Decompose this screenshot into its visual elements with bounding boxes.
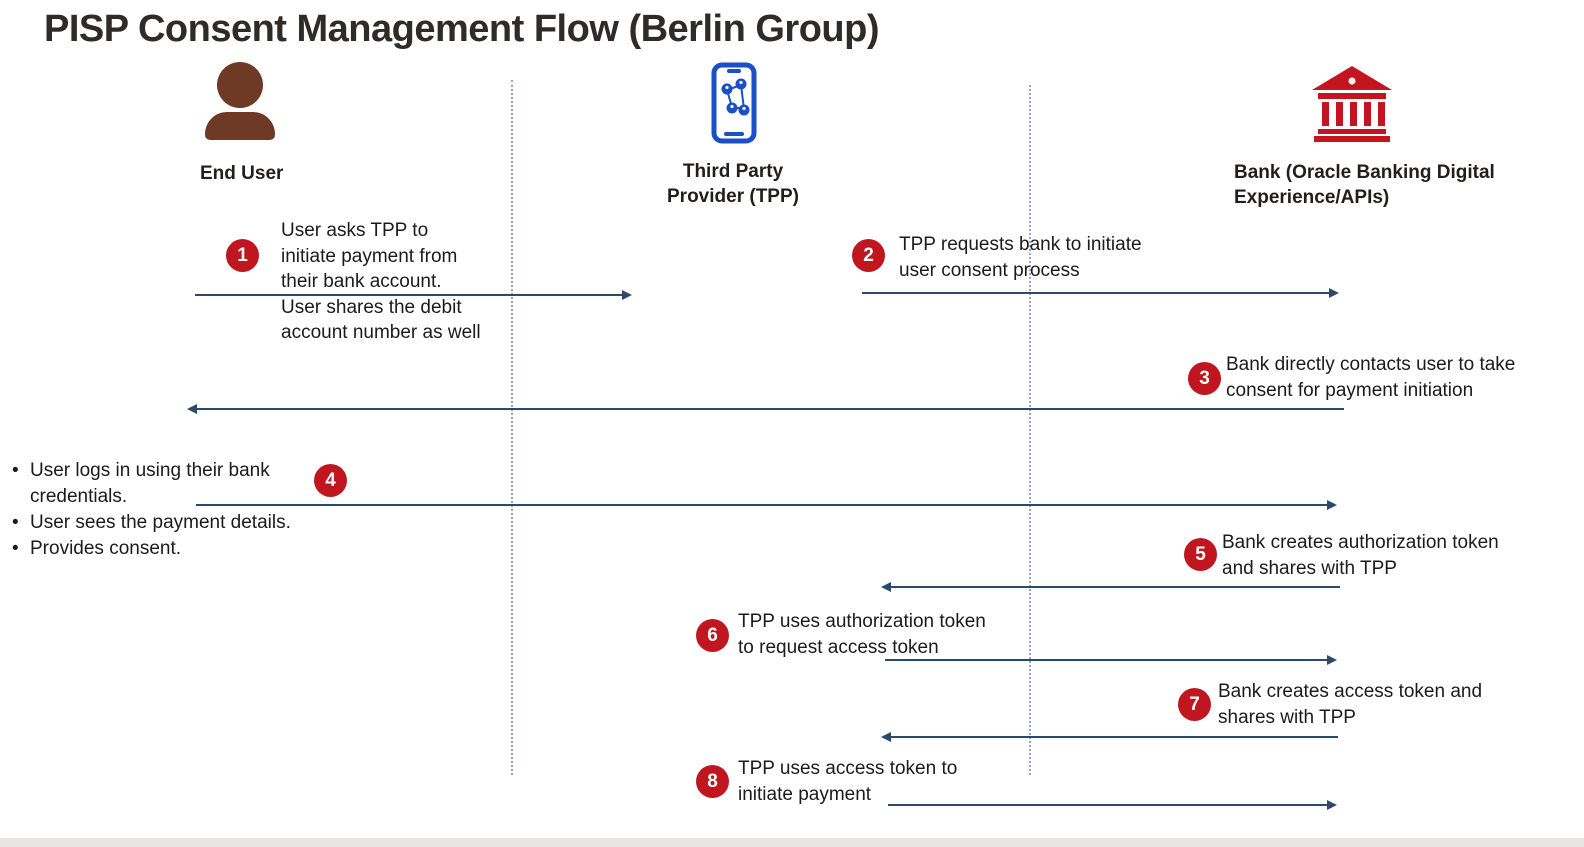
step-4-bullet-list: User logs in using their bank credential… [8,458,320,562]
step-1-badge: 1 [226,239,259,272]
lifeline-bank [1029,85,1031,775]
step-3-label: Bank directly contacts user to take cons… [1226,354,1516,401]
step-3-badge: 3 [1188,362,1221,395]
bank-building-icon [1312,66,1392,147]
step-7-badge: 7 [1178,688,1211,721]
step-1-arrow [195,290,632,300]
list-item: User logs in using their bank credential… [8,458,320,510]
step-7-label: Bank creates access token and shares wit… [1218,681,1483,728]
step-5-label: Bank creates authorization token and sha… [1222,532,1499,579]
person-body [205,112,275,140]
step-8-label: TPP uses access token to initiate paymen… [738,758,958,805]
phone-network-icon [711,62,757,149]
step-6-label: TPP uses authorization token to request … [738,611,986,658]
step-6-arrow [885,655,1337,665]
step-5-badge: 5 [1184,538,1217,571]
lifeline-tpp [511,80,513,775]
actor-label-tpp: Third Party Provider (TPP) [667,161,799,207]
step-8-arrow [888,800,1337,810]
person-icon [205,62,275,140]
actor-label-end-user: End User [200,163,284,184]
step-6-badge: 6 [696,619,729,652]
list-item: Provides consent. [8,536,320,562]
step-4-arrow [196,500,1337,510]
bottom-strip [0,838,1584,847]
step-2-badge: 2 [852,239,885,272]
step-4-badge: 4 [314,464,347,497]
step-2-label: TPP requests bank to initiate user conse… [899,234,1142,281]
step-3-arrow [187,404,1344,414]
step-2-arrow [862,288,1339,298]
step-5-arrow [881,582,1340,592]
step-8-badge: 8 [696,765,729,798]
actor-label-bank: Bank (Oracle Banking Digital Experience/… [1234,162,1495,208]
step-7-arrow [881,732,1338,742]
step-1-label: User asks TPP to initiate payment from t… [281,220,481,343]
list-item: User sees the payment details. [8,510,320,536]
page-title: PISP Consent Management Flow (Berlin Gro… [44,8,879,50]
person-head [217,62,263,108]
